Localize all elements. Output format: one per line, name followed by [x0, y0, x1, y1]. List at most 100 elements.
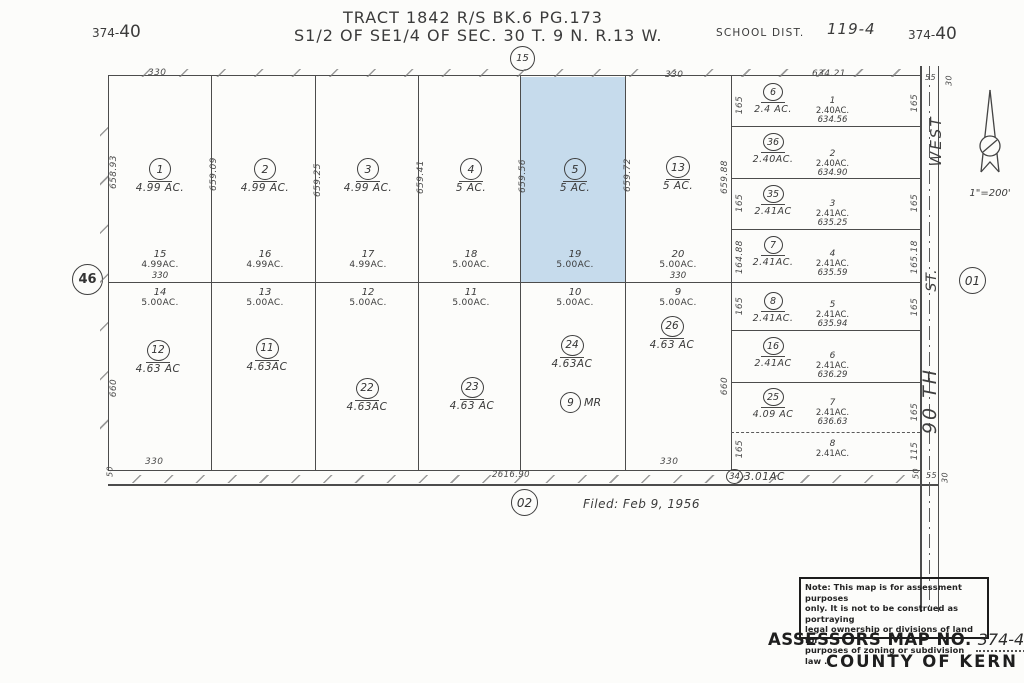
- parcel-group-apn3: 3 4.99 AC.: [328, 158, 408, 194]
- lot-number: 20: [671, 249, 685, 260]
- apn-circle: 4: [460, 158, 482, 180]
- east-lot-2: 2 2.40AC. 634.90: [795, 149, 870, 179]
- parcel-group-apn1: 1 4.99 AC.: [120, 158, 200, 194]
- dim-bottom-edge-right: 330: [660, 457, 679, 467]
- west-edge-hatch-ticks: [100, 88, 108, 463]
- east-lot-4: 4 2.41AC. 635.59: [795, 249, 870, 279]
- dim-east-left-tick: 165: [735, 439, 745, 459]
- assessor-map-no-line: ASSESSORS MAP NO. 374-40: [768, 630, 1024, 652]
- apn-circle: 16: [762, 337, 784, 355]
- map-scale-text: 1"=200': [969, 188, 1011, 199]
- lot-number: 10: [568, 287, 582, 298]
- lot-label-18: 18 5.00AC.: [426, 249, 516, 271]
- parcel-acres: 2.40AC.: [752, 154, 794, 165]
- south-boundary-line: [108, 484, 938, 486]
- lot-number: 16: [258, 249, 272, 260]
- parcel-group-apn11: 11 4.63AC: [227, 338, 307, 373]
- lot-length-dim: 636.63: [817, 417, 848, 427]
- dim-sw-corner: 50: [105, 466, 115, 477]
- lot-acres: 5.00AC.: [349, 298, 387, 308]
- apn-circle: 24: [560, 335, 584, 356]
- lot-acres: 4.99AC.: [246, 260, 284, 270]
- section-ref-circle-bottom: 02: [511, 489, 538, 516]
- dim-col-line-4: 659.56: [518, 159, 528, 193]
- parcel-acres: 4.99 AC.: [343, 182, 393, 194]
- lot-length-dim: 634.56: [817, 115, 848, 125]
- ref-circle-01: 01: [959, 267, 986, 294]
- east-parcel-apn36: 36 2.40AC.: [745, 133, 801, 165]
- lot-number: 1: [829, 96, 836, 106]
- ref-circle-46: 46: [72, 264, 103, 295]
- apn-circle: 34: [726, 469, 743, 484]
- dim-east-left-tick: 165: [735, 193, 745, 213]
- lot-label-19-highlighted: 19 5.00AC.: [530, 249, 620, 271]
- lots-south-line: [108, 470, 920, 471]
- school-district-label: SCHOOL DIST.: [716, 27, 805, 39]
- assessor-map-no-value: 374-40: [975, 630, 1024, 652]
- lot-acres: 5.00AC.: [452, 260, 490, 270]
- east-parcel-apn25: 25 4.09 AC: [745, 388, 801, 420]
- column-line-5: [625, 76, 626, 470]
- dim-east-right-tick: 165: [910, 93, 920, 113]
- note-line: purposes of zoning or subdivision law .: [805, 645, 965, 666]
- lot-number: 5: [829, 300, 836, 310]
- apn-circle: 1: [149, 158, 171, 180]
- lot-number: 9: [674, 287, 682, 298]
- lot-number: 3: [829, 199, 836, 209]
- assessment-note-box: Note: This map is for assessment purpose…: [799, 577, 989, 666]
- street-name-west: WEST: [927, 115, 945, 167]
- parcel-group-apn24: 24 4.63AC: [532, 335, 612, 370]
- east-lot-3: 3 2.41AC. 635.25: [795, 199, 870, 229]
- lot-length-dim: 636.29: [817, 370, 848, 380]
- lot-acres: 2.41AC.: [815, 309, 850, 320]
- lot-label-16: 16 4.99AC.: [220, 249, 310, 271]
- dim-ne-corner: 30: [944, 75, 954, 86]
- sheet-book: 374-: [908, 28, 936, 42]
- street-name-st: ST.: [924, 268, 940, 292]
- lot-number: 6: [829, 351, 836, 361]
- east-parcel-apn7: 7 2.41AC.: [745, 236, 801, 268]
- dim-col-line-3: 659.41: [416, 160, 426, 194]
- lot-acres: 5.00AC.: [659, 298, 697, 308]
- parcel-acres: 5 AC.: [662, 180, 694, 192]
- section-ref-circle-right: 01: [959, 267, 986, 294]
- parcel-acres: 4.63 AC: [135, 363, 181, 375]
- lot-acres: 2.41AC.: [815, 208, 850, 219]
- parcel-group-apn12: 12 4.63 AC: [118, 340, 198, 375]
- mineral-rights-label: MR: [584, 396, 602, 409]
- east-parcel-apn16: 16 2.41AC: [745, 337, 801, 369]
- lot-label-17: 17 4.99AC.: [323, 249, 413, 271]
- apn-circle: 36: [762, 133, 784, 151]
- east-parcel-apn35: 35 2.41AC: [745, 185, 801, 217]
- parcel-acres: 2.4 AC.: [754, 104, 792, 115]
- lot-label-12: 12 5.00AC.: [323, 287, 413, 309]
- east-strip-line-3: [731, 229, 920, 230]
- dim-col-line-5: 659.72: [623, 158, 633, 192]
- column-line-6: [731, 76, 732, 470]
- parcel-acres: 4.63AC: [246, 361, 288, 373]
- lot-length-dim: 635.25: [817, 218, 848, 228]
- parcel-group-apn13: 13 5 AC.: [638, 156, 718, 192]
- east-parcel-apn8: 8 2.41AC.: [745, 292, 801, 324]
- east-lot-6: 6 2.41AC. 636.29: [795, 351, 870, 381]
- dim-col-line-1: 659.09: [209, 157, 219, 191]
- lot-acres: 2.40AC.: [815, 158, 850, 169]
- map-title-line2: S1/2 OF SE1/4 OF SEC. 30 T. 9 N. R.13 W.: [294, 26, 663, 45]
- filed-date-text: Filed: Feb 9, 1956: [583, 497, 700, 511]
- sheet-page: 40: [935, 24, 957, 44]
- parcel-group-apn23: 23 4.63 AC: [432, 377, 512, 412]
- parcel-acres: 5 AC.: [559, 182, 591, 194]
- east-lot-5: 5 2.41AC. 635.94: [795, 300, 870, 330]
- apn-circle: 13: [666, 156, 690, 178]
- dim-south-total: 2616.90: [492, 470, 530, 480]
- apn-circle: 2: [254, 158, 276, 180]
- street-centerline: [929, 66, 930, 612]
- lot-number: 17: [361, 249, 375, 260]
- dim-col-line-6: 659.88: [720, 160, 730, 194]
- dim-west-edge-upper: 658.93: [109, 155, 119, 189]
- ref-circle-02: 02: [511, 489, 538, 516]
- east-parcel-apn6: 6 2.4 AC.: [745, 83, 801, 115]
- north-arrow-icon: [979, 89, 1001, 173]
- lot-number: 14: [153, 287, 167, 298]
- lot-acres: 2.41AC.: [815, 258, 850, 269]
